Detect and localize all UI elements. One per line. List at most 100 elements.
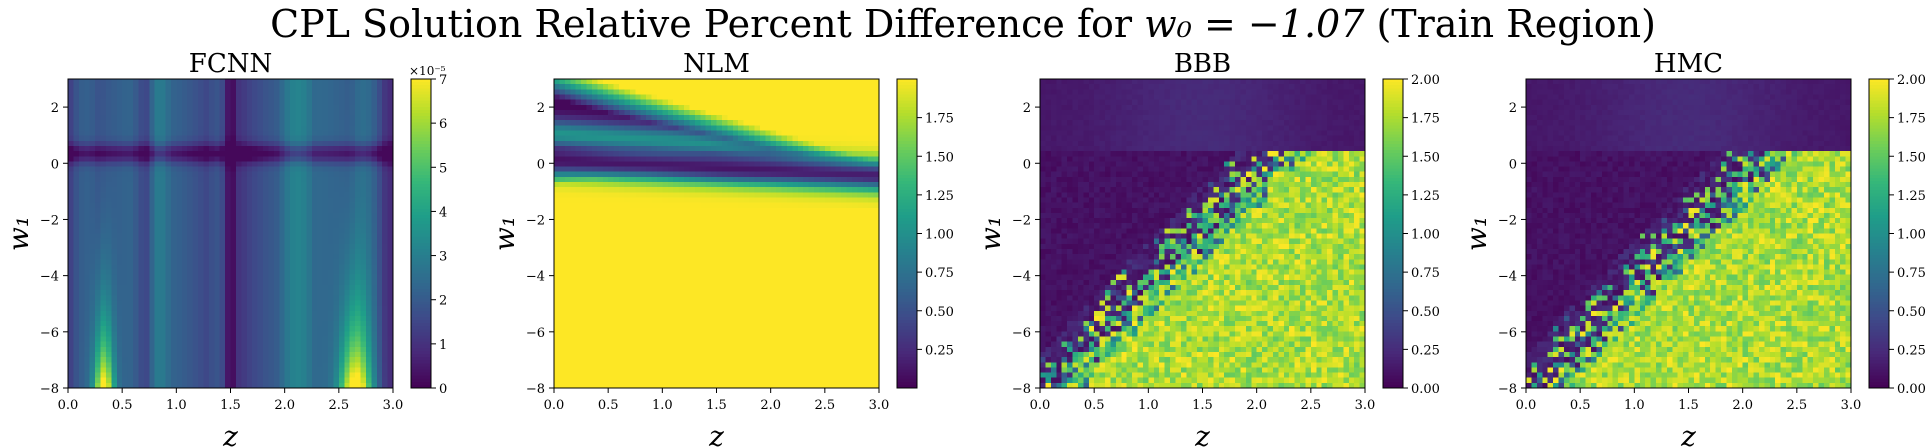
heatmap-cell	[705, 140, 712, 147]
heatmap-cell	[317, 346, 324, 353]
heatmap-cell	[841, 156, 848, 162]
heatmap-cell	[781, 125, 788, 132]
heatmap-cell	[564, 109, 571, 116]
heatmap-cell	[835, 89, 842, 96]
heatmap-cell	[360, 120, 367, 126]
heatmap-cell	[198, 238, 205, 245]
heatmap-cell	[743, 135, 750, 142]
heatmap-cell	[176, 182, 183, 188]
heatmap-cell	[835, 171, 842, 178]
heatmap-cell	[344, 254, 351, 260]
heatmap-cell	[684, 130, 691, 137]
heatmap-cell	[133, 192, 140, 199]
heatmap-cell	[349, 341, 356, 348]
heatmap-cell	[165, 171, 172, 178]
heatmap-cell	[300, 176, 307, 183]
heatmap-cell	[306, 351, 313, 358]
heatmap-cell	[705, 145, 712, 152]
heatmap-cell	[624, 171, 631, 178]
heatmap-cell	[835, 104, 842, 111]
heatmap-cell	[127, 187, 134, 193]
heatmap-cell	[219, 285, 226, 291]
heatmap-cell	[306, 238, 313, 245]
heatmap-cell	[716, 104, 723, 111]
heatmap-cell	[360, 115, 367, 121]
heatmap-cell	[564, 156, 571, 162]
heatmap-cell	[705, 94, 712, 101]
heatmap-cell	[257, 315, 264, 322]
heatmap-cell	[192, 156, 199, 162]
heatmap-cell	[575, 151, 582, 157]
heatmap-cell	[570, 125, 577, 132]
heatmap-cell	[360, 254, 367, 260]
heatmap-cell	[225, 145, 232, 152]
heatmap-cell	[78, 140, 85, 147]
heatmap-cell	[100, 171, 107, 178]
heatmap-cell	[349, 305, 356, 312]
heatmap-cell	[333, 346, 340, 353]
heatmap-cell	[68, 176, 75, 183]
heatmap-cell	[382, 197, 389, 204]
heatmap-cell	[608, 166, 615, 173]
heatmap-cell	[160, 151, 167, 157]
heatmap-cell	[360, 79, 367, 85]
heatmap-cell	[300, 218, 307, 224]
heatmap-cell	[619, 156, 626, 162]
heatmap-cell	[198, 336, 205, 343]
heatmap-cell	[387, 321, 394, 327]
heatmap-cell	[235, 197, 242, 204]
heatmap-cell	[662, 115, 669, 121]
heatmap-cell	[846, 99, 853, 106]
heatmap-cell	[138, 331, 145, 338]
heatmap-cell	[181, 382, 188, 389]
heatmap-cell	[192, 212, 199, 219]
heatmap-cell	[328, 264, 335, 271]
heatmap-cell	[111, 357, 118, 363]
heatmap-cell	[559, 156, 566, 162]
heatmap-cell	[263, 351, 270, 358]
heatmap-cell	[586, 145, 593, 152]
heatmap-cell	[127, 285, 134, 291]
heatmap-cell	[170, 202, 177, 209]
heatmap-cell	[68, 310, 75, 317]
heatmap-cell	[349, 269, 356, 276]
heatmap-cell	[629, 130, 636, 137]
heatmap-cell	[246, 367, 253, 374]
heatmap-cell	[246, 259, 253, 265]
heatmap-cell	[365, 145, 372, 152]
heatmap-cell	[365, 321, 372, 327]
heatmap-cell	[300, 367, 307, 374]
heatmap-cell	[295, 264, 302, 271]
heatmap-cell	[78, 233, 85, 240]
heatmap-cell	[111, 346, 118, 353]
heatmap-cell	[387, 264, 394, 271]
heatmap-cell	[387, 377, 394, 384]
heatmap-cell	[198, 357, 205, 363]
heatmap-cell	[564, 161, 571, 168]
heatmap-cell	[295, 135, 302, 142]
heatmap-cell	[317, 279, 324, 286]
heatmap-cell	[851, 99, 858, 106]
heatmap-cell	[365, 156, 372, 162]
heatmap-cell	[279, 161, 286, 168]
heatmap-cell	[338, 182, 345, 188]
heatmap-cell	[646, 161, 653, 168]
heatmap-cell	[187, 285, 194, 291]
heatmap-cell	[355, 254, 362, 260]
heatmap-cell	[192, 336, 199, 343]
heatmap-cell	[100, 161, 107, 168]
heatmap-cell	[165, 115, 172, 121]
heatmap-cell	[127, 315, 134, 322]
heatmap-cell	[349, 248, 356, 255]
heatmap-cell	[311, 151, 318, 157]
heatmap-cell	[143, 156, 150, 162]
heatmap-cell	[176, 197, 183, 204]
heatmap-cell	[208, 233, 215, 240]
heatmap-cell	[246, 321, 253, 327]
heatmap-cell	[629, 79, 636, 85]
heatmap-cell	[116, 166, 123, 173]
heatmap-cell	[170, 130, 177, 137]
heatmap-cell	[344, 243, 351, 250]
heatmap-cell	[279, 326, 286, 332]
heatmap-cell	[176, 310, 183, 317]
